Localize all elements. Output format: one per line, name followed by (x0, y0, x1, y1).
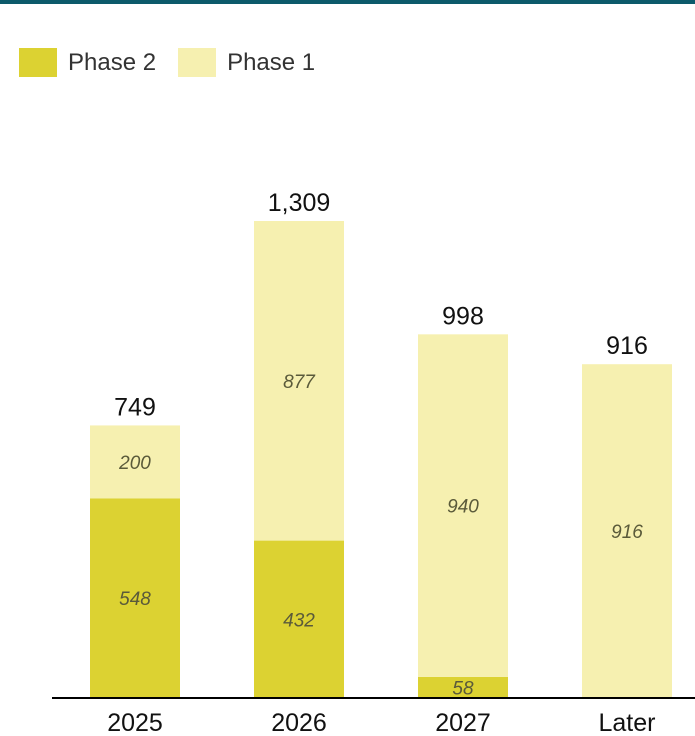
segment-value-label: 200 (118, 453, 151, 474)
legend-item-phase-2: Phase 2 (19, 48, 156, 77)
bar-segment-phase-1-later (582, 364, 672, 698)
legend-label-phase-2: Phase 2 (68, 48, 157, 76)
x-axis-tick-label: 2027 (435, 709, 491, 736)
x-axis-tick-label: 2026 (271, 709, 327, 736)
legend-label-phase-1: Phase 1 (227, 48, 316, 76)
legend: Phase 2 Phase 1 (19, 48, 337, 77)
segment-value-label: 940 (447, 497, 479, 518)
segment-value-label: 877 (283, 372, 316, 393)
x-axis-tick-label: Later (599, 709, 656, 736)
bar-segment-phase-2-2027 (418, 676, 508, 698)
bar-total-label: 749 (114, 393, 156, 421)
segment-value-label: 916 (611, 522, 643, 543)
bar-total-label: 1,309 (268, 189, 331, 217)
segment-value-label: 432 (283, 610, 315, 631)
bar-segment-phase-2-2026 (254, 540, 344, 698)
bar-segment-phase-1-2026 (254, 221, 344, 541)
legend-swatch-phase-2 (19, 48, 57, 77)
x-axis-tick-label: 2025 (107, 709, 163, 736)
bar-total-label: 998 (442, 302, 484, 330)
legend-swatch-phase-1 (178, 48, 217, 77)
legend-item-phase-1: Phase 1 (178, 48, 315, 77)
bar-segment-phase-2-2025 (90, 498, 180, 698)
segment-value-label: 548 (119, 589, 151, 610)
bar-total-label: 916 (606, 332, 648, 360)
bar-segment-phase-1-2027 (418, 334, 508, 677)
top-rule (0, 0, 695, 4)
bar-segment-phase-1-2025 (90, 425, 180, 499)
segment-value-label: 58 (452, 678, 474, 699)
